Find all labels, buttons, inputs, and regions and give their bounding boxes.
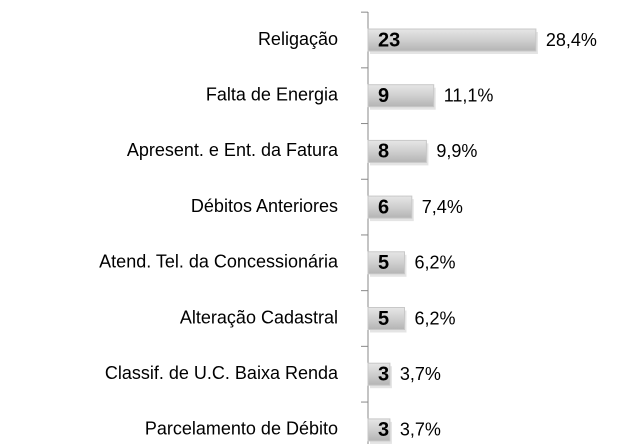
- bar: [367, 362, 391, 386]
- value-label: 5: [378, 308, 389, 330]
- bar: [367, 307, 405, 330]
- share-label: 28,4%: [546, 30, 597, 50]
- category-label: Débitos Anteriores: [191, 196, 338, 216]
- category-label: Religação: [258, 29, 338, 49]
- share-label: 7,4%: [422, 197, 463, 217]
- value-label: 23: [378, 29, 400, 51]
- bar: [367, 195, 413, 219]
- bar: [367, 139, 427, 163]
- category-label: Atend. Tel. da Concessionária: [99, 252, 339, 272]
- share-label: 6,2%: [415, 308, 456, 328]
- category-label: Classif. de U.C. Baixa Renda: [105, 363, 339, 383]
- value-label: 6: [378, 196, 389, 218]
- category-label: Alteração Cadastral: [180, 307, 338, 327]
- share-label: 6,2%: [415, 253, 456, 273]
- value-label: 3: [378, 363, 389, 385]
- value-label: 9: [378, 85, 389, 107]
- share-label: 11,1%: [444, 85, 494, 105]
- category-label: Falta de Energia: [206, 84, 339, 104]
- bar: [367, 28, 537, 52]
- category-label: Apresent. e Ent. da Fatura: [127, 140, 339, 160]
- value-label: 5: [378, 252, 389, 274]
- bar: [367, 251, 405, 275]
- value-label: 8: [378, 141, 389, 163]
- bar: [367, 418, 391, 442]
- bar: [367, 84, 435, 108]
- share-label: 3,7%: [400, 420, 441, 440]
- value-label: 3: [378, 419, 389, 441]
- category-label: Parcelamento de Débito: [145, 419, 338, 439]
- share-label: 3,7%: [400, 364, 441, 384]
- share-label: 9,9%: [436, 141, 477, 161]
